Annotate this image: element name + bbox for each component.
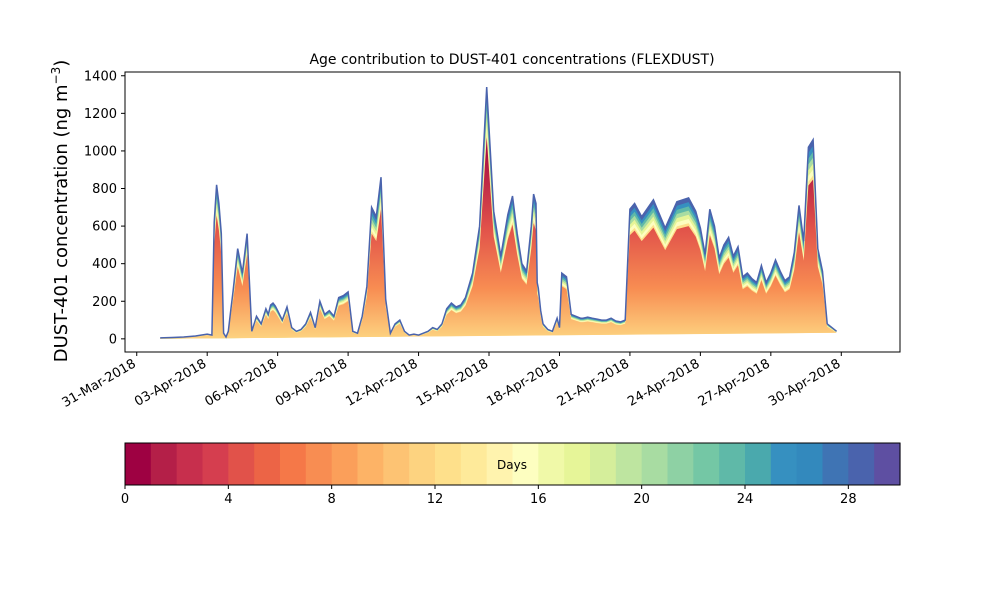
x-tick-label: 31-Mar-2018 [60, 356, 139, 410]
colorbar-swatch [460, 443, 488, 485]
colorbar-axis: 0 4 8 12 16 20 24 28 [121, 485, 857, 507]
x-tick-label: 09-Apr-2018 [273, 356, 350, 409]
total-concentration-line [160, 86, 838, 339]
colorbar-swatch [874, 443, 901, 485]
colorbar-swatch [383, 443, 410, 485]
colorbar-tick-label: 12 [427, 492, 444, 507]
colorbar-label: Days [497, 458, 527, 472]
y-axis-label-text: DUST-401 concentration (ng m [51, 84, 72, 362]
colorbar-swatch [357, 443, 384, 485]
colorbar-swatch [150, 443, 178, 485]
colorbar [125, 443, 901, 485]
colorbar-swatch [564, 443, 591, 485]
y-tick-label: 600 [92, 220, 117, 235]
colorbar-swatch [615, 443, 643, 485]
x-tick-label: 15-Apr-2018 [414, 356, 491, 409]
x-tick-label: 03-Apr-2018 [132, 356, 209, 409]
x-tick-label: 30-Apr-2018 [766, 356, 843, 409]
y-axis-label-unit: −3 [49, 67, 63, 85]
colorbar-swatch [202, 443, 229, 485]
y-tick-label: 1200 [84, 107, 117, 122]
x-tick-label: 21-Apr-2018 [555, 356, 632, 409]
colorbar-swatch [254, 443, 281, 485]
y-axis-label-close: ) [51, 60, 72, 67]
colorbar-frame [124, 442, 901, 486]
colorbar-swatch [590, 443, 617, 485]
y-axis-label: DUST-401 concentration (ng m−3) [49, 60, 72, 363]
y-axis: 0 200 400 600 800 1000 1200 1400 [84, 69, 125, 347]
colorbar-swatch [796, 443, 824, 485]
colorbar-swatch [641, 443, 669, 485]
colorbar-swatch [409, 443, 436, 485]
colorbar-tick-label: 0 [121, 492, 129, 507]
colorbar-tick-label: 28 [840, 492, 857, 507]
colorbar-swatch [280, 443, 307, 485]
colorbar-swatch [125, 443, 152, 485]
chart-title: Age contribution to DUST-401 concentrati… [309, 52, 714, 68]
colorbar-swatch [667, 443, 694, 485]
colorbar-swatch [848, 443, 875, 485]
colorbar-swatch [331, 443, 359, 485]
x-tick-label: 12-Apr-2018 [343, 356, 420, 409]
colorbar-swatch [693, 443, 720, 485]
colorbar-swatch [228, 443, 255, 485]
y-tick-label: 1400 [84, 69, 117, 84]
plot-frame [124, 71, 901, 353]
x-tick-label: 18-Apr-2018 [484, 356, 561, 409]
colorbar-tick-label: 16 [530, 492, 547, 507]
plot-area [160, 86, 838, 339]
x-axis: 31-Mar-201803-Apr-201806-Apr-201809-Apr-… [60, 352, 843, 411]
colorbar-tick-label: 24 [737, 492, 754, 507]
colorbar-swatch [745, 443, 772, 485]
colorbar-swatch [512, 443, 539, 485]
x-tick-label: 24-Apr-2018 [625, 356, 702, 409]
colorbar-tick-label: 20 [633, 492, 650, 507]
colorbar-swatch [770, 443, 798, 485]
colorbar-swatch [538, 443, 565, 485]
colorbar-swatch [719, 443, 746, 485]
age-band-area-young [160, 137, 837, 339]
y-tick-label: 400 [92, 257, 117, 272]
colorbar-swatch [176, 443, 204, 485]
colorbar-tick-label: 8 [328, 492, 336, 507]
colorbar-swatch [435, 443, 462, 485]
y-tick-label: 0 [109, 332, 117, 347]
colorbar-swatch [305, 443, 333, 485]
y-tick-label: 200 [92, 295, 117, 310]
y-tick-label: 800 [92, 182, 117, 197]
x-tick-label: 27-Apr-2018 [696, 356, 773, 409]
colorbar-tick-label: 4 [224, 492, 232, 507]
colorbar-swatch [486, 443, 514, 485]
colorbar-swatch [822, 443, 849, 485]
x-tick-label: 06-Apr-2018 [203, 356, 280, 409]
y-tick-label: 1000 [84, 144, 117, 159]
